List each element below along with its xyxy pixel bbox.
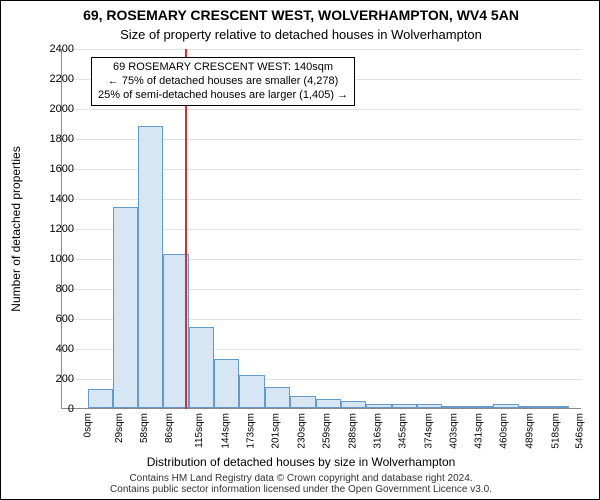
- annotation-line-2: ← 75% of detached houses are smaller (4,…: [108, 75, 339, 87]
- y-tick-label: 400: [34, 343, 74, 355]
- x-tick-label: 518sqm: [550, 413, 561, 449]
- y-tick-label: 1600: [34, 163, 74, 175]
- histogram-bar: [189, 327, 215, 408]
- histogram-bar: [442, 406, 468, 408]
- histogram-bar: [239, 375, 265, 408]
- y-tick-label: 1000: [34, 253, 74, 265]
- y-tick-label: 200: [34, 373, 74, 385]
- annotation-line-1: 69 ROSEMARY CRESCENT WEST: 140sqm: [113, 61, 333, 73]
- x-tick-label: 0sqm: [82, 413, 93, 437]
- x-tick-label: 230sqm: [296, 413, 307, 449]
- footer-line-1: Contains HM Land Registry data © Crown c…: [129, 473, 472, 484]
- x-tick-label: 345sqm: [398, 413, 409, 449]
- x-tick-label: 489sqm: [525, 413, 536, 449]
- x-tick-label: 86sqm: [164, 413, 175, 443]
- histogram-bar: [519, 406, 544, 408]
- x-tick-label: 403sqm: [449, 413, 460, 449]
- x-axis-label: Distribution of detached houses by size …: [1, 455, 600, 469]
- y-tick-label: 2400: [34, 43, 74, 55]
- x-tick-label: 201sqm: [271, 413, 282, 449]
- x-tick-label: 374sqm: [423, 413, 434, 449]
- histogram-bar: [316, 399, 341, 408]
- histogram-bar: [417, 404, 442, 409]
- x-tick-label: 288sqm: [347, 413, 358, 449]
- y-tick-label: 600: [34, 313, 74, 325]
- histogram-bar: [467, 406, 493, 408]
- y-tick-label: 800: [34, 283, 74, 295]
- x-tick-label: 316sqm: [372, 413, 383, 449]
- annotation-line-3: 25% of semi-detached houses are larger (…: [98, 89, 348, 101]
- histogram-bar: [290, 396, 316, 408]
- x-tick-label: 460sqm: [499, 413, 510, 449]
- x-tick-label: 115sqm: [194, 413, 205, 448]
- x-tick-label: 29sqm: [114, 413, 125, 443]
- histogram-bar: [113, 207, 138, 408]
- chart-container: { "chart": { "type": "histogram", "title…: [0, 0, 600, 500]
- y-tick-label: 1200: [34, 223, 74, 235]
- gridline: [62, 109, 582, 110]
- histogram-bar: [265, 387, 291, 408]
- x-tick-label: 259sqm: [322, 413, 333, 449]
- x-tick-label: 58sqm: [139, 413, 150, 443]
- histogram-bar: [214, 359, 239, 409]
- gridline: [62, 49, 582, 50]
- x-tick-label: 173sqm: [246, 413, 257, 449]
- histogram-bar: [543, 406, 569, 408]
- footer-attribution: Contains HM Land Registry data © Crown c…: [1, 473, 600, 495]
- y-tick-label: 2200: [34, 73, 74, 85]
- y-axis-label: Number of detached properties: [9, 146, 23, 311]
- histogram-bar: [392, 404, 418, 408]
- histogram-bar: [341, 401, 367, 408]
- chart-subtitle: Size of property relative to detached ho…: [1, 27, 600, 42]
- y-tick-label: 0: [34, 403, 74, 415]
- histogram-bar: [493, 404, 519, 409]
- annotation-box: 69 ROSEMARY CRESCENT WEST: 140sqm ← 75% o…: [91, 57, 355, 106]
- x-tick-label: 546sqm: [575, 413, 586, 449]
- y-tick-label: 2000: [34, 103, 74, 115]
- y-tick-label: 1400: [34, 193, 74, 205]
- x-tick-label: 431sqm: [473, 413, 484, 449]
- y-tick-label: 1800: [34, 133, 74, 145]
- x-tick-label: 144sqm: [220, 413, 231, 449]
- chart-title: 69, ROSEMARY CRESCENT WEST, WOLVERHAMPTO…: [1, 7, 600, 23]
- histogram-bar: [138, 126, 164, 408]
- footer-line-2: Contains public sector information licen…: [110, 484, 492, 495]
- histogram-bar: [88, 389, 114, 409]
- histogram-bar: [366, 404, 392, 409]
